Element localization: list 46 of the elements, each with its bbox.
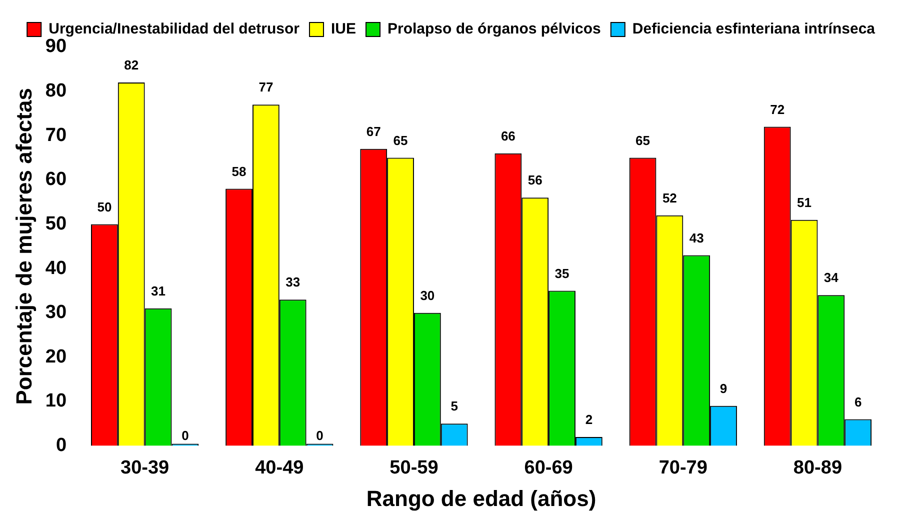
data-label: 58 (232, 164, 246, 179)
data-label: 34 (824, 270, 840, 286)
data-label: 67 (366, 124, 381, 139)
legend-label: Prolapso de órganos pélvicos (388, 20, 601, 38)
legend-label: IUE (331, 20, 356, 38)
data-label: 33 (286, 274, 300, 290)
data-label: 43 (689, 230, 704, 246)
y-tick-label: 40 (45, 258, 67, 279)
data-label: 56 (528, 172, 542, 188)
x-tick-label: 80-89 (793, 457, 842, 478)
data-label: 82 (124, 58, 139, 73)
x-tick-label: 70-79 (658, 457, 708, 478)
y-tick-label: 90 (45, 36, 67, 58)
data-label: 30 (420, 288, 435, 303)
data-label: 65 (636, 132, 650, 148)
x-tick-label: 50-59 (390, 457, 438, 478)
data-label: 31 (151, 284, 166, 299)
y-tick-label: 0 (56, 435, 67, 456)
data-label: 6 (854, 394, 862, 410)
y-axis-title: Porcentaje de mujeres afectas (11, 88, 36, 405)
y-tick-label: 50 (45, 213, 67, 234)
legend-label: Deficiencia esfinteriana intrínseca (632, 20, 876, 38)
y-tick-label: 10 (45, 390, 67, 412)
data-label: 52 (662, 190, 677, 206)
data-label: 66 (500, 128, 516, 144)
data-label: 77 (258, 80, 274, 95)
data-label: 72 (770, 102, 785, 117)
legend-label: Urgencia/Inestabilidad del detrusor (48, 20, 300, 38)
data-label: 65 (393, 132, 408, 148)
y-tick-label: 30 (45, 302, 67, 324)
x-axis-title: Rango de edad (años) (366, 486, 596, 511)
data-label: 0 (316, 428, 324, 443)
data-label: 50 (97, 199, 112, 214)
y-tick-label: 70 (45, 124, 67, 146)
data-label: 5 (450, 398, 458, 414)
x-tick-label: 40-49 (255, 457, 304, 478)
x-tick-label: 60-69 (524, 457, 573, 478)
data-label: 51 (797, 194, 812, 210)
data-label: 0 (182, 428, 189, 443)
y-tick-label: 60 (45, 169, 67, 190)
data-label: 2 (585, 412, 593, 428)
y-tick-label: 80 (45, 80, 67, 102)
y-tick-label: 20 (45, 346, 67, 368)
data-label: 9 (720, 381, 728, 396)
x-tick-label: 30-39 (120, 457, 170, 478)
data-label: 35 (554, 266, 570, 281)
